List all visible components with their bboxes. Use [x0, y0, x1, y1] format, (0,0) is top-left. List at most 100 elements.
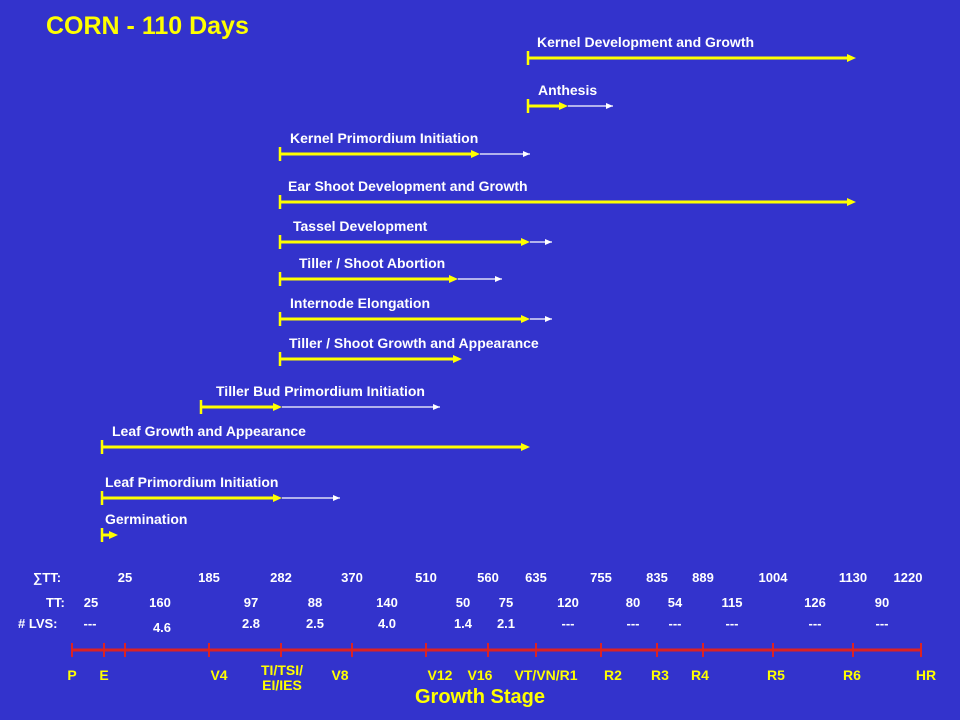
arrowhead	[847, 54, 856, 62]
row-label: TT:	[46, 595, 65, 610]
process-label: Kernel Development and Growth	[537, 34, 754, 50]
process-bar: Anthesis	[526, 82, 613, 113]
row-value: 160	[149, 595, 171, 610]
process-bar: Kernel Development and Growth	[526, 34, 856, 65]
process-bar: Leaf Primordium Initiation	[100, 474, 340, 505]
row-value: ---	[562, 616, 575, 631]
arrowhead	[545, 316, 552, 322]
stage-label: V4	[210, 667, 227, 683]
process-bar: Tiller / Shoot Abortion	[278, 255, 502, 286]
row-value: 1130	[839, 570, 867, 585]
tt-row: TT: 25 160 97 88 140 50 75 120 80 54 115 126 90	[46, 595, 889, 610]
process-label: Internode Elongation	[290, 295, 430, 311]
arrowhead	[449, 275, 458, 283]
row-value: 80	[626, 595, 640, 610]
row-value: 1.4	[454, 616, 473, 631]
row-value: ---	[726, 616, 739, 631]
stage-label: R6	[843, 667, 861, 683]
row-value: 97	[244, 595, 258, 610]
leaves-row: # LVS: --- 4.6 2.8 2.5 4.0 1.4 2.1 --- --- --- --- -…	[18, 616, 889, 635]
arrowhead	[523, 151, 530, 157]
stage-label: R4	[691, 667, 709, 683]
stage-label: VT/VN/R1	[514, 667, 577, 683]
row-value: 115	[722, 595, 743, 610]
arrowhead	[495, 276, 502, 282]
row-value: 4.0	[378, 616, 396, 631]
row-value: 1004	[759, 570, 789, 585]
row-value: 370	[341, 570, 363, 585]
process-bar: Ear Shoot Development and Growth	[278, 178, 856, 209]
process-label: Leaf Growth and Appearance	[112, 423, 306, 439]
process-label: Tiller / Shoot Abortion	[299, 255, 445, 271]
process-bar: Tiller / Shoot Growth and Appearance	[278, 335, 539, 366]
row-value: 282	[270, 570, 292, 585]
row-value: 2.8	[242, 616, 260, 631]
stage-label: R3	[651, 667, 669, 683]
row-value: 635	[525, 570, 547, 585]
process-label: Tiller / Shoot Growth and Appearance	[289, 335, 539, 351]
row-value: ---	[809, 616, 822, 631]
row-value: 126	[804, 595, 826, 610]
arrowhead	[471, 150, 480, 158]
process-label: Kernel Primordium Initiation	[290, 130, 478, 146]
row-label: ∑TT:	[33, 570, 61, 585]
process-bar: Leaf Growth and Appearance	[100, 423, 530, 454]
arrowhead	[273, 403, 282, 411]
arrowhead	[545, 239, 552, 245]
stage-label: V12	[428, 667, 453, 683]
row-value: 510	[415, 570, 437, 585]
row-label: # LVS:	[18, 616, 58, 631]
row-value: 835	[646, 570, 668, 585]
stage-label: R5	[767, 667, 785, 683]
arrowhead	[433, 404, 440, 410]
stage-label: TI/TSI/EI/IES	[261, 662, 303, 693]
row-value: ---	[627, 616, 640, 631]
arrowhead	[109, 531, 118, 539]
row-value: 755	[590, 570, 612, 585]
arrowhead	[453, 355, 462, 363]
row-value: ---	[669, 616, 682, 631]
row-value: 90	[875, 595, 889, 610]
arrowhead	[521, 238, 530, 246]
sum-tt-row: ∑TT: 25 185 282 370 510 560 635 755 835 889 1004 113…	[33, 570, 922, 585]
stage-label: R2	[604, 667, 622, 683]
row-value: 185	[198, 570, 220, 585]
stage-label: V16	[468, 667, 493, 683]
stage-label: V8	[331, 667, 348, 683]
row-value: 1220	[894, 570, 923, 585]
process-label: Ear Shoot Development and Growth	[288, 178, 528, 194]
arrowhead	[521, 443, 530, 451]
process-label: Leaf Primordium Initiation	[105, 474, 278, 490]
row-value: 75	[499, 595, 513, 610]
stage-label: P	[67, 667, 76, 683]
stage-axis: P E V4 TI/TSI/EI/IES V8 V12 V16 VT/VN/R1 R2 R3 R4 R…	[67, 643, 936, 693]
arrowhead	[559, 102, 568, 110]
process-label: Tiller Bud Primordium Initiation	[216, 383, 425, 399]
process-bar: Tiller Bud Primordium Initiation	[199, 383, 440, 414]
row-value: 54	[668, 595, 683, 610]
arrowhead	[606, 103, 613, 109]
process-label: Anthesis	[538, 82, 597, 98]
row-value: 50	[456, 595, 470, 610]
arrowhead	[333, 495, 340, 501]
row-value: 2.5	[306, 616, 324, 631]
arrowhead	[521, 315, 530, 323]
stage-label: HR	[916, 667, 936, 683]
arrowhead	[847, 198, 856, 206]
row-value: 88	[308, 595, 322, 610]
process-bar: Internode Elongation	[278, 295, 552, 326]
process-bar: Tassel Development	[278, 218, 552, 249]
arrowhead	[273, 494, 282, 502]
row-value: 140	[376, 595, 398, 610]
stage-label: E	[99, 667, 108, 683]
row-value: 560	[477, 570, 499, 585]
process-label: Tassel Development	[293, 218, 428, 234]
process-label: Germination	[105, 511, 187, 527]
row-value: 25	[84, 595, 98, 610]
row-value: 25	[118, 570, 132, 585]
process-bar: Kernel Primordium Initiation	[278, 130, 530, 161]
row-value: ---	[876, 616, 889, 631]
row-value: 2.1	[497, 616, 515, 631]
row-value: 4.6	[153, 620, 171, 635]
